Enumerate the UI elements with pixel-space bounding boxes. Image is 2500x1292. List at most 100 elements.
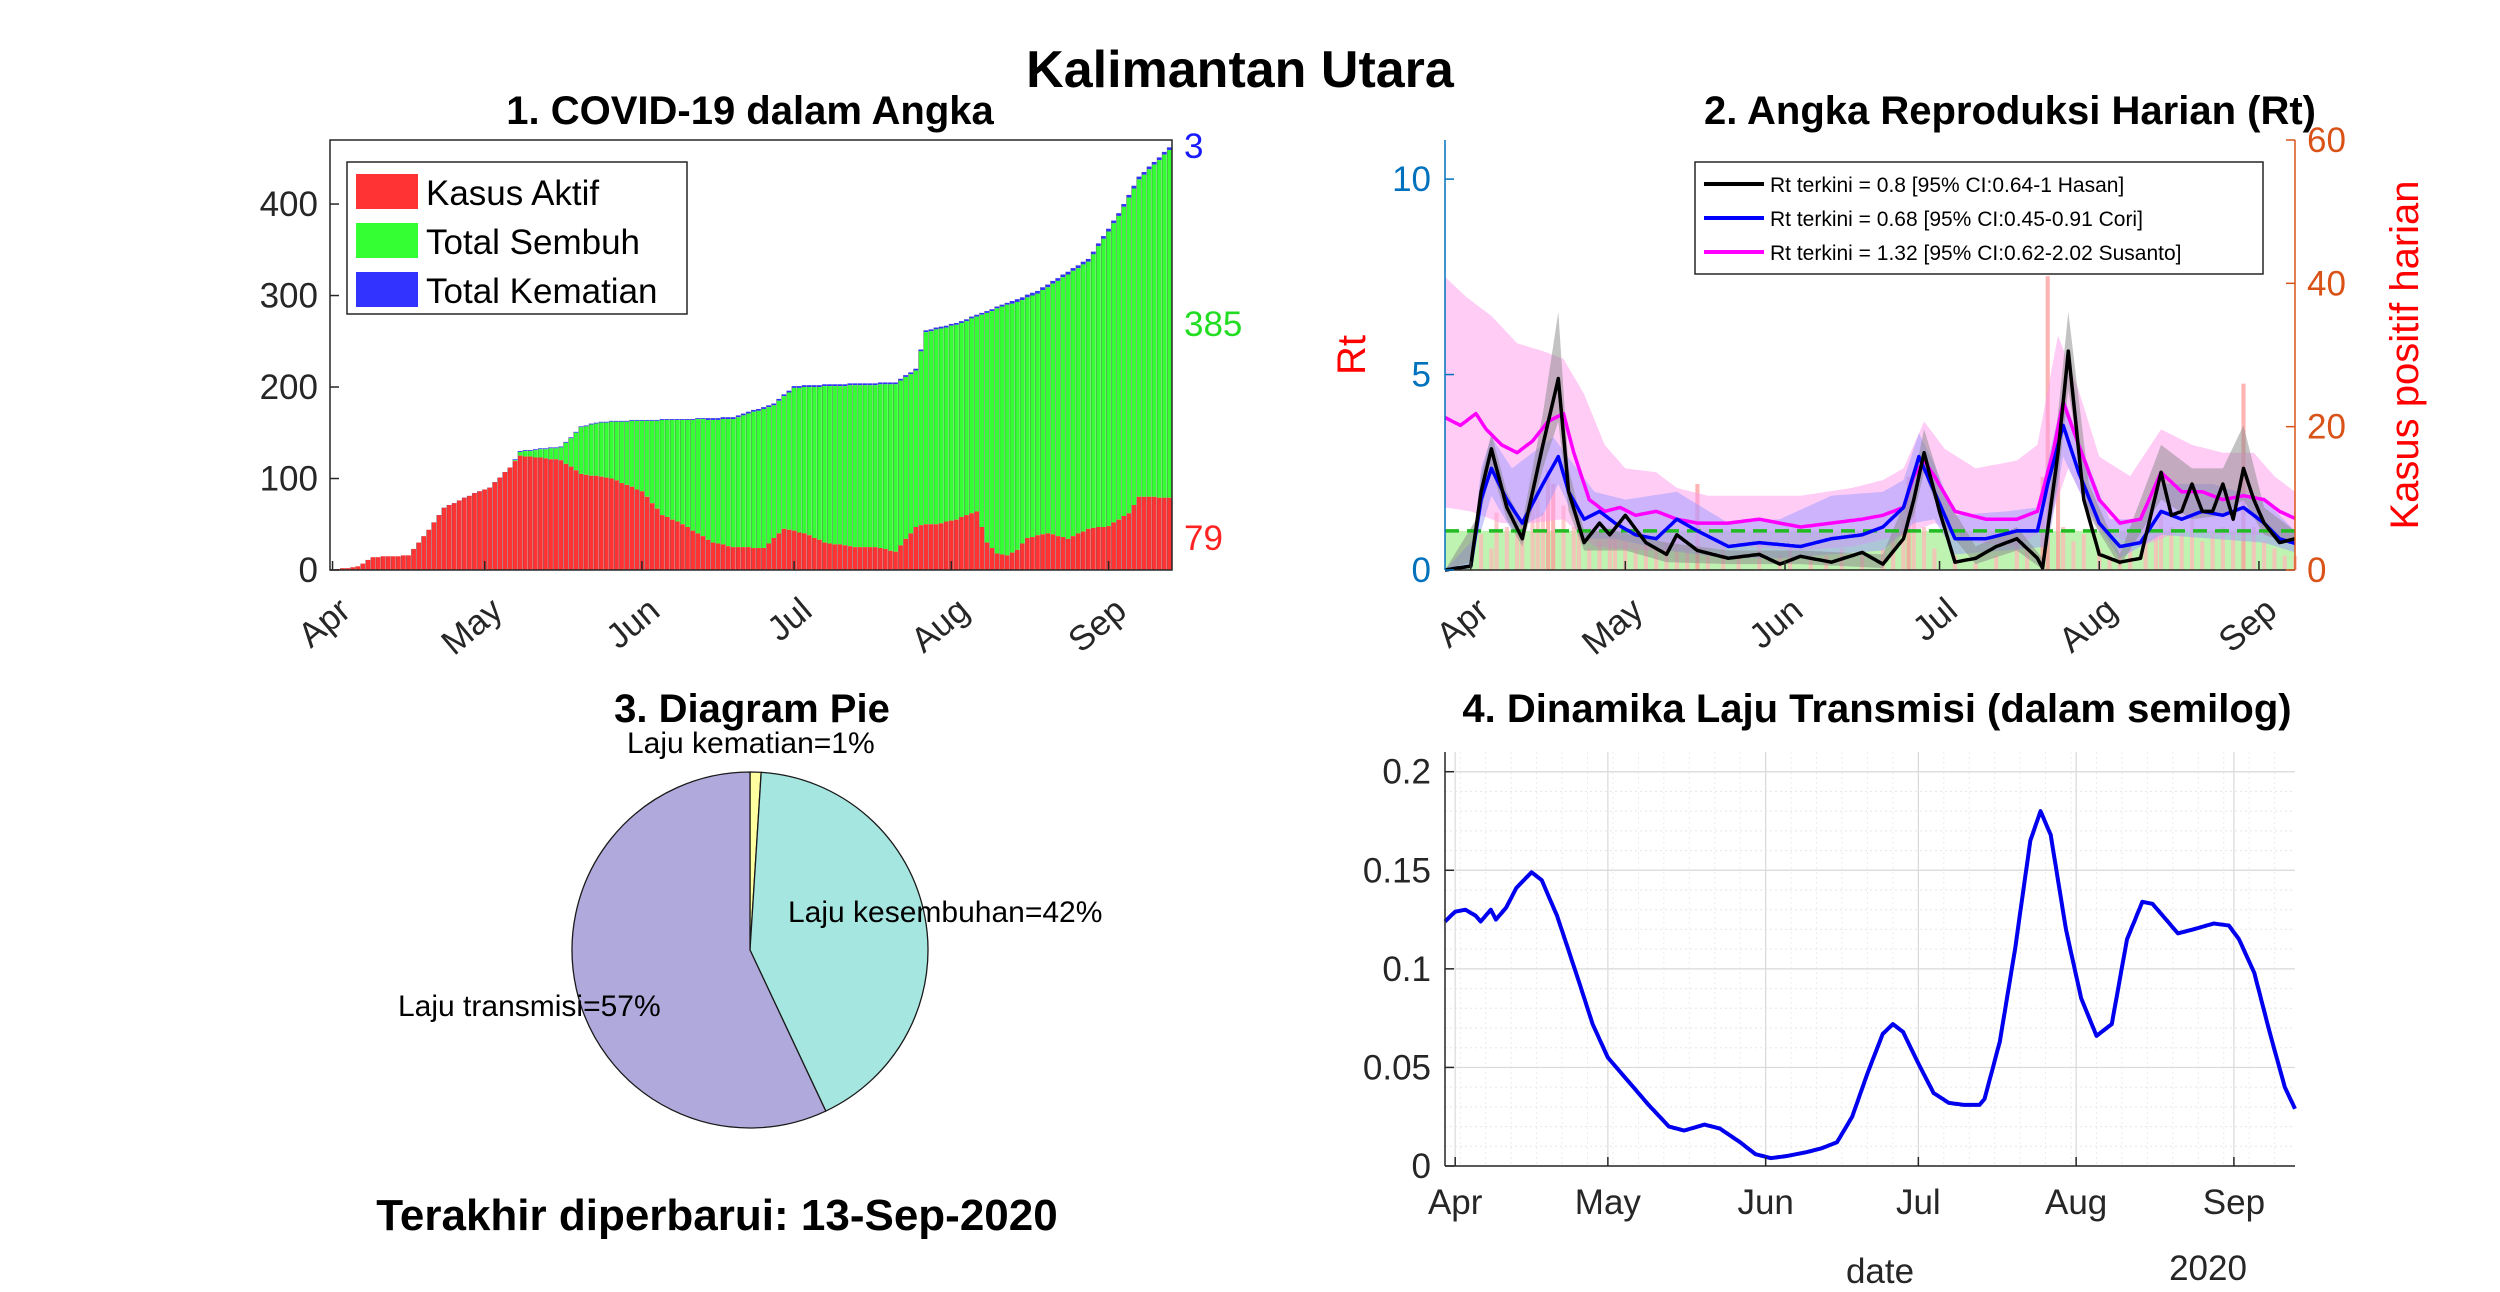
bar-active — [1004, 555, 1010, 570]
bar-active — [548, 459, 553, 570]
bar-active — [634, 489, 640, 570]
bar-recovered — [807, 387, 812, 536]
bar-active — [898, 545, 903, 570]
bar-deaths — [1004, 302, 1010, 305]
bar-recovered — [553, 448, 558, 460]
panel-4-plot-area — [1443, 752, 2297, 1167]
bar-deaths — [670, 419, 675, 420]
bar-deaths — [878, 382, 883, 385]
y-tick-label: 0.05 — [1363, 1048, 1431, 1087]
bar-deaths — [801, 385, 807, 388]
bar-deaths — [1151, 161, 1157, 165]
panel-1-x-ticks: Apr May Jun Jul Aug Sep — [291, 561, 1134, 663]
bar-deaths — [548, 447, 553, 449]
x-tick-label: Aug — [2052, 590, 2125, 660]
bar-deaths — [857, 383, 863, 386]
bar-active — [360, 563, 366, 570]
bar-active — [893, 551, 898, 570]
bar-active — [629, 486, 635, 570]
bar-active — [1116, 519, 1122, 570]
bar-active — [685, 527, 690, 570]
bar-active — [426, 529, 432, 570]
bar-active — [710, 542, 716, 570]
bar-active — [350, 567, 356, 570]
bar-deaths — [1055, 278, 1061, 281]
bar-recovered — [969, 318, 974, 514]
bar-recovered — [761, 408, 766, 549]
bar-active — [705, 539, 711, 570]
bar-recovered — [913, 370, 919, 527]
panel-1-plot-area — [329, 139, 1173, 571]
bar-active — [614, 480, 619, 570]
bar-recovered — [594, 423, 599, 476]
bar-active — [1030, 537, 1035, 570]
bar-active — [954, 519, 959, 570]
x-tick-label: Sep — [1061, 590, 1134, 660]
bar-deaths — [690, 419, 695, 420]
bar-deaths — [599, 421, 604, 423]
bar-active — [568, 466, 574, 570]
bar-deaths — [675, 419, 680, 420]
bar-deaths — [827, 384, 832, 387]
bar-active — [761, 548, 766, 570]
y-tick-label: 5 — [1412, 356, 1431, 395]
bar-deaths — [680, 419, 685, 420]
bar-deaths — [771, 403, 777, 406]
bar-recovered — [588, 424, 594, 476]
bar-deaths — [746, 411, 751, 414]
panel-2-y-ticks-right: 0 20 40 60 — [2286, 121, 2346, 590]
bar-deaths — [918, 349, 924, 352]
bar-active — [436, 515, 442, 570]
bar-deaths — [1146, 166, 1152, 170]
bar-deaths — [705, 418, 711, 420]
bar-deaths — [568, 437, 574, 439]
bar-recovered — [1045, 287, 1051, 534]
legend-swatch-deaths — [356, 272, 418, 307]
bar-deaths — [867, 383, 873, 386]
x-tick-label: Sep — [2211, 590, 2284, 660]
bar-deaths — [1157, 157, 1162, 161]
y-tick-label: 0.1 — [1382, 950, 1431, 989]
panel-2-legend: Rt terkini = 0.8 [95% CI:0.64-1 Hasan] R… — [1694, 161, 2264, 275]
bar-active — [766, 543, 772, 570]
y-tick-label: 10 — [1392, 160, 1431, 199]
bar-recovered — [659, 419, 665, 516]
bar-recovered — [862, 385, 868, 548]
bar-active — [751, 548, 756, 570]
bar-active — [994, 553, 1000, 570]
pie-label-transmission: Laju transmisi=57% — [398, 990, 661, 1023]
bar-deaths — [944, 325, 949, 328]
bar-recovered — [700, 419, 706, 537]
bar-deaths — [893, 382, 898, 385]
bar-deaths — [1096, 243, 1101, 247]
bar-active — [355, 566, 361, 570]
bar-recovered — [938, 328, 944, 524]
bar-active — [700, 536, 706, 570]
bar-recovered — [964, 321, 969, 516]
bar-recovered — [730, 419, 736, 548]
legend-label-recovered: Total Sembuh — [426, 223, 640, 262]
bar-active — [467, 495, 472, 570]
bar-active — [523, 456, 528, 570]
bar-active — [421, 536, 427, 570]
bar-recovered — [852, 385, 858, 548]
bar-deaths — [791, 386, 797, 388]
bar-deaths — [1126, 194, 1132, 198]
bar-deaths — [822, 384, 827, 387]
bar-deaths — [964, 319, 969, 322]
bar-recovered — [680, 419, 685, 525]
bar-deaths — [1050, 280, 1056, 284]
bar-active — [380, 556, 386, 570]
bar-active — [872, 547, 878, 570]
end-label-deaths: 3 — [1184, 127, 1203, 166]
x-tick-label: Jul — [1905, 590, 1964, 649]
panel-4-transmission: 4. Dinamika Laju Transmisi (dalam semilo… — [1363, 687, 2297, 1291]
bar-recovered — [974, 316, 979, 512]
bar-active — [695, 533, 701, 570]
daily-case-bar — [1922, 527, 1927, 570]
bar-active — [370, 557, 376, 570]
pie-slice-transmission — [571, 771, 827, 1129]
bar-active — [913, 527, 919, 570]
plot-frame — [329, 139, 1173, 571]
bar-recovered — [634, 420, 640, 490]
